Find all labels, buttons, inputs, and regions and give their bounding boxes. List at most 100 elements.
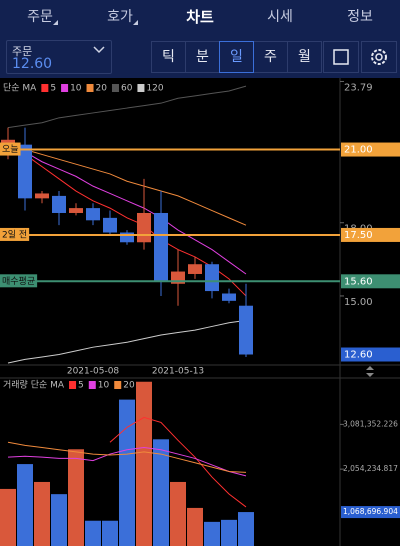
x-tick-label: 2021-05-13 [152, 367, 204, 377]
reference-value: 17.50 [344, 230, 373, 241]
candle-body [239, 305, 253, 355]
settings-button[interactable] [361, 41, 397, 73]
volume-bar [136, 381, 152, 546]
candle-body [18, 144, 32, 199]
volume-bar [0, 488, 16, 546]
tab[interactable]: 정보 [347, 9, 373, 25]
volume-bar [204, 521, 220, 546]
square-icon [333, 49, 349, 65]
volume-bar [85, 520, 101, 546]
volume-bar [153, 439, 169, 546]
volume-bar [51, 494, 67, 546]
legend-swatch [69, 381, 77, 389]
value-label-box [341, 506, 400, 519]
volume-bar [102, 520, 118, 546]
order-label: 주문 [12, 45, 33, 58]
header: 주문 호가 차트 시세 정보 주문 12.60 틱 분 일 주 월 [0, 0, 400, 78]
reference-name: 2일 전 [2, 229, 27, 240]
period-button[interactable]: 월 [287, 41, 322, 73]
x-tick-label: 2021-05-08 [67, 367, 120, 377]
tab-bar: 주문 호가 차트 시세 정보 [0, 0, 400, 34]
period-buttons: 틱 분 일 주 월 [151, 41, 322, 73]
legend-label: 10 [70, 84, 82, 94]
candle-body [35, 193, 49, 199]
legend-swatch [88, 381, 96, 389]
reference-value: 12.60 [344, 350, 373, 361]
reference-name: 오늘 [2, 144, 19, 155]
reference-value-box [341, 347, 400, 362]
volume-bar [221, 519, 237, 546]
volume-bar [170, 481, 186, 546]
ma-line [24, 151, 247, 275]
legend-label: 60 [121, 84, 133, 94]
legend-label: 120 [146, 84, 163, 94]
legend-swatch [114, 381, 122, 389]
ma-line [7, 447, 247, 477]
volume-bar [238, 512, 254, 546]
reference-value-box [341, 142, 400, 157]
volume-bar [17, 464, 33, 546]
candle-body [188, 264, 202, 274]
tab[interactable]: 차트 [186, 8, 214, 26]
reference-value-box [341, 227, 400, 242]
legend-swatch [111, 84, 119, 92]
candle-body [154, 212, 168, 282]
legend-label: 20 [123, 381, 135, 391]
layout-button[interactable] [323, 41, 359, 73]
period-button[interactable]: 주 [253, 41, 288, 73]
period-button[interactable]: 분 [185, 41, 220, 73]
candle-body [137, 212, 151, 243]
period-button[interactable]: 틱 [151, 41, 186, 73]
ma-line [109, 416, 247, 508]
chart: 23.7918.0015.002021-05-082021-05-13오늘21.… [0, 78, 400, 546]
reference-name-box [0, 274, 38, 288]
legend-swatch [137, 84, 145, 92]
candle-body [103, 217, 117, 233]
order-price: 12.60 [12, 56, 53, 72]
legend-title: 단순 MA [3, 83, 37, 94]
ma-line [7, 441, 247, 473]
tab[interactable]: 주문 [0, 0, 80, 34]
legend-label: 5 [78, 381, 84, 391]
legend-label: 5 [50, 84, 56, 94]
candle-body [205, 264, 219, 292]
tab[interactable]: 호가 [80, 0, 160, 34]
reference-value: 21.00 [344, 145, 373, 156]
chevron [93, 46, 105, 54]
reference-name: 매수평균 [2, 276, 35, 287]
y-tick-label: 15.00 [344, 297, 373, 308]
tab[interactable]: 시세 [267, 9, 293, 25]
legend-label: 10 [98, 381, 110, 391]
ma-line [7, 144, 247, 297]
ma-line [7, 85, 247, 129]
gear-icon [371, 49, 387, 65]
volume-bar [68, 449, 84, 546]
volume-bar [187, 507, 203, 546]
order-box[interactable]: 주문 12.60 [6, 40, 112, 74]
resize-icon[interactable] [366, 366, 374, 377]
candle-body [222, 293, 236, 301]
candle-body [120, 232, 134, 243]
reference-name-box [0, 142, 21, 156]
y-tick-label: 2,054,234.817 [343, 464, 398, 473]
candle-body [86, 208, 100, 221]
y-tick-label: 23.79 [344, 82, 373, 93]
legend-title: 거래량 단순 MA [3, 379, 65, 391]
ma-line [24, 149, 247, 226]
y-tick-label: 3,081,352.226 [343, 419, 398, 428]
volume-bar [34, 481, 50, 546]
value-label: 1,068,696.904 [343, 507, 398, 516]
ma-line [7, 319, 247, 364]
candle-body [69, 208, 83, 213]
legend-swatch [41, 84, 49, 92]
legend-swatch [61, 84, 69, 92]
reference-name-box [0, 227, 30, 241]
candle-body [52, 195, 66, 213]
volume-bar [119, 399, 135, 546]
reference-value-box [341, 274, 400, 289]
legend-swatch [86, 84, 94, 92]
reference-value: 15.60 [344, 276, 373, 287]
period-button[interactable]: 일 [219, 41, 254, 73]
legend-label: 20 [96, 84, 108, 94]
